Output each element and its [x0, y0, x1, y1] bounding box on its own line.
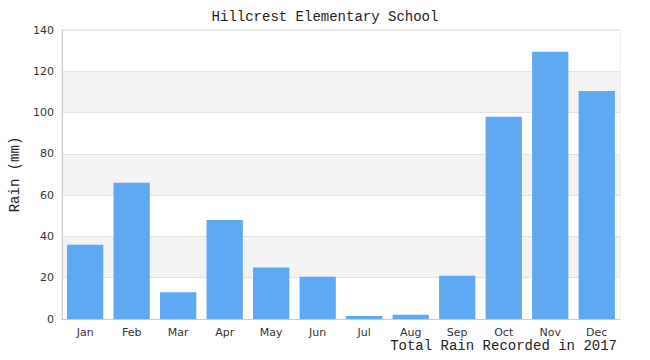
svg-text:May: May [260, 326, 283, 339]
svg-text:Jan: Jan [76, 326, 94, 339]
svg-text:80: 80 [40, 147, 54, 160]
svg-text:Total Rain Recorded in 2017: Total Rain Recorded in 2017 [390, 338, 617, 354]
svg-text:40: 40 [40, 230, 54, 243]
svg-text:Nov: Nov [539, 326, 561, 339]
svg-text:Hillcrest Elementary School: Hillcrest Elementary School [212, 9, 439, 25]
svg-text:Sep: Sep [446, 326, 468, 339]
svg-text:Feb: Feb [122, 326, 141, 339]
svg-text:20: 20 [40, 271, 54, 284]
svg-text:Jul: Jul [357, 326, 371, 339]
svg-text:Dec: Dec [586, 326, 608, 339]
svg-text:Mar: Mar [168, 326, 189, 339]
svg-text:Jun: Jun [308, 326, 326, 339]
svg-text:Rain (mm): Rain (mm) [7, 137, 23, 213]
svg-text:100: 100 [33, 106, 54, 119]
svg-text:120: 120 [33, 65, 54, 78]
svg-text:Aug: Aug [400, 326, 422, 339]
svg-text:60: 60 [40, 189, 54, 202]
svg-text:0: 0 [47, 313, 54, 326]
svg-text:140: 140 [33, 24, 54, 37]
svg-text:Apr: Apr [215, 326, 235, 339]
svg-text:Oct: Oct [494, 326, 514, 339]
